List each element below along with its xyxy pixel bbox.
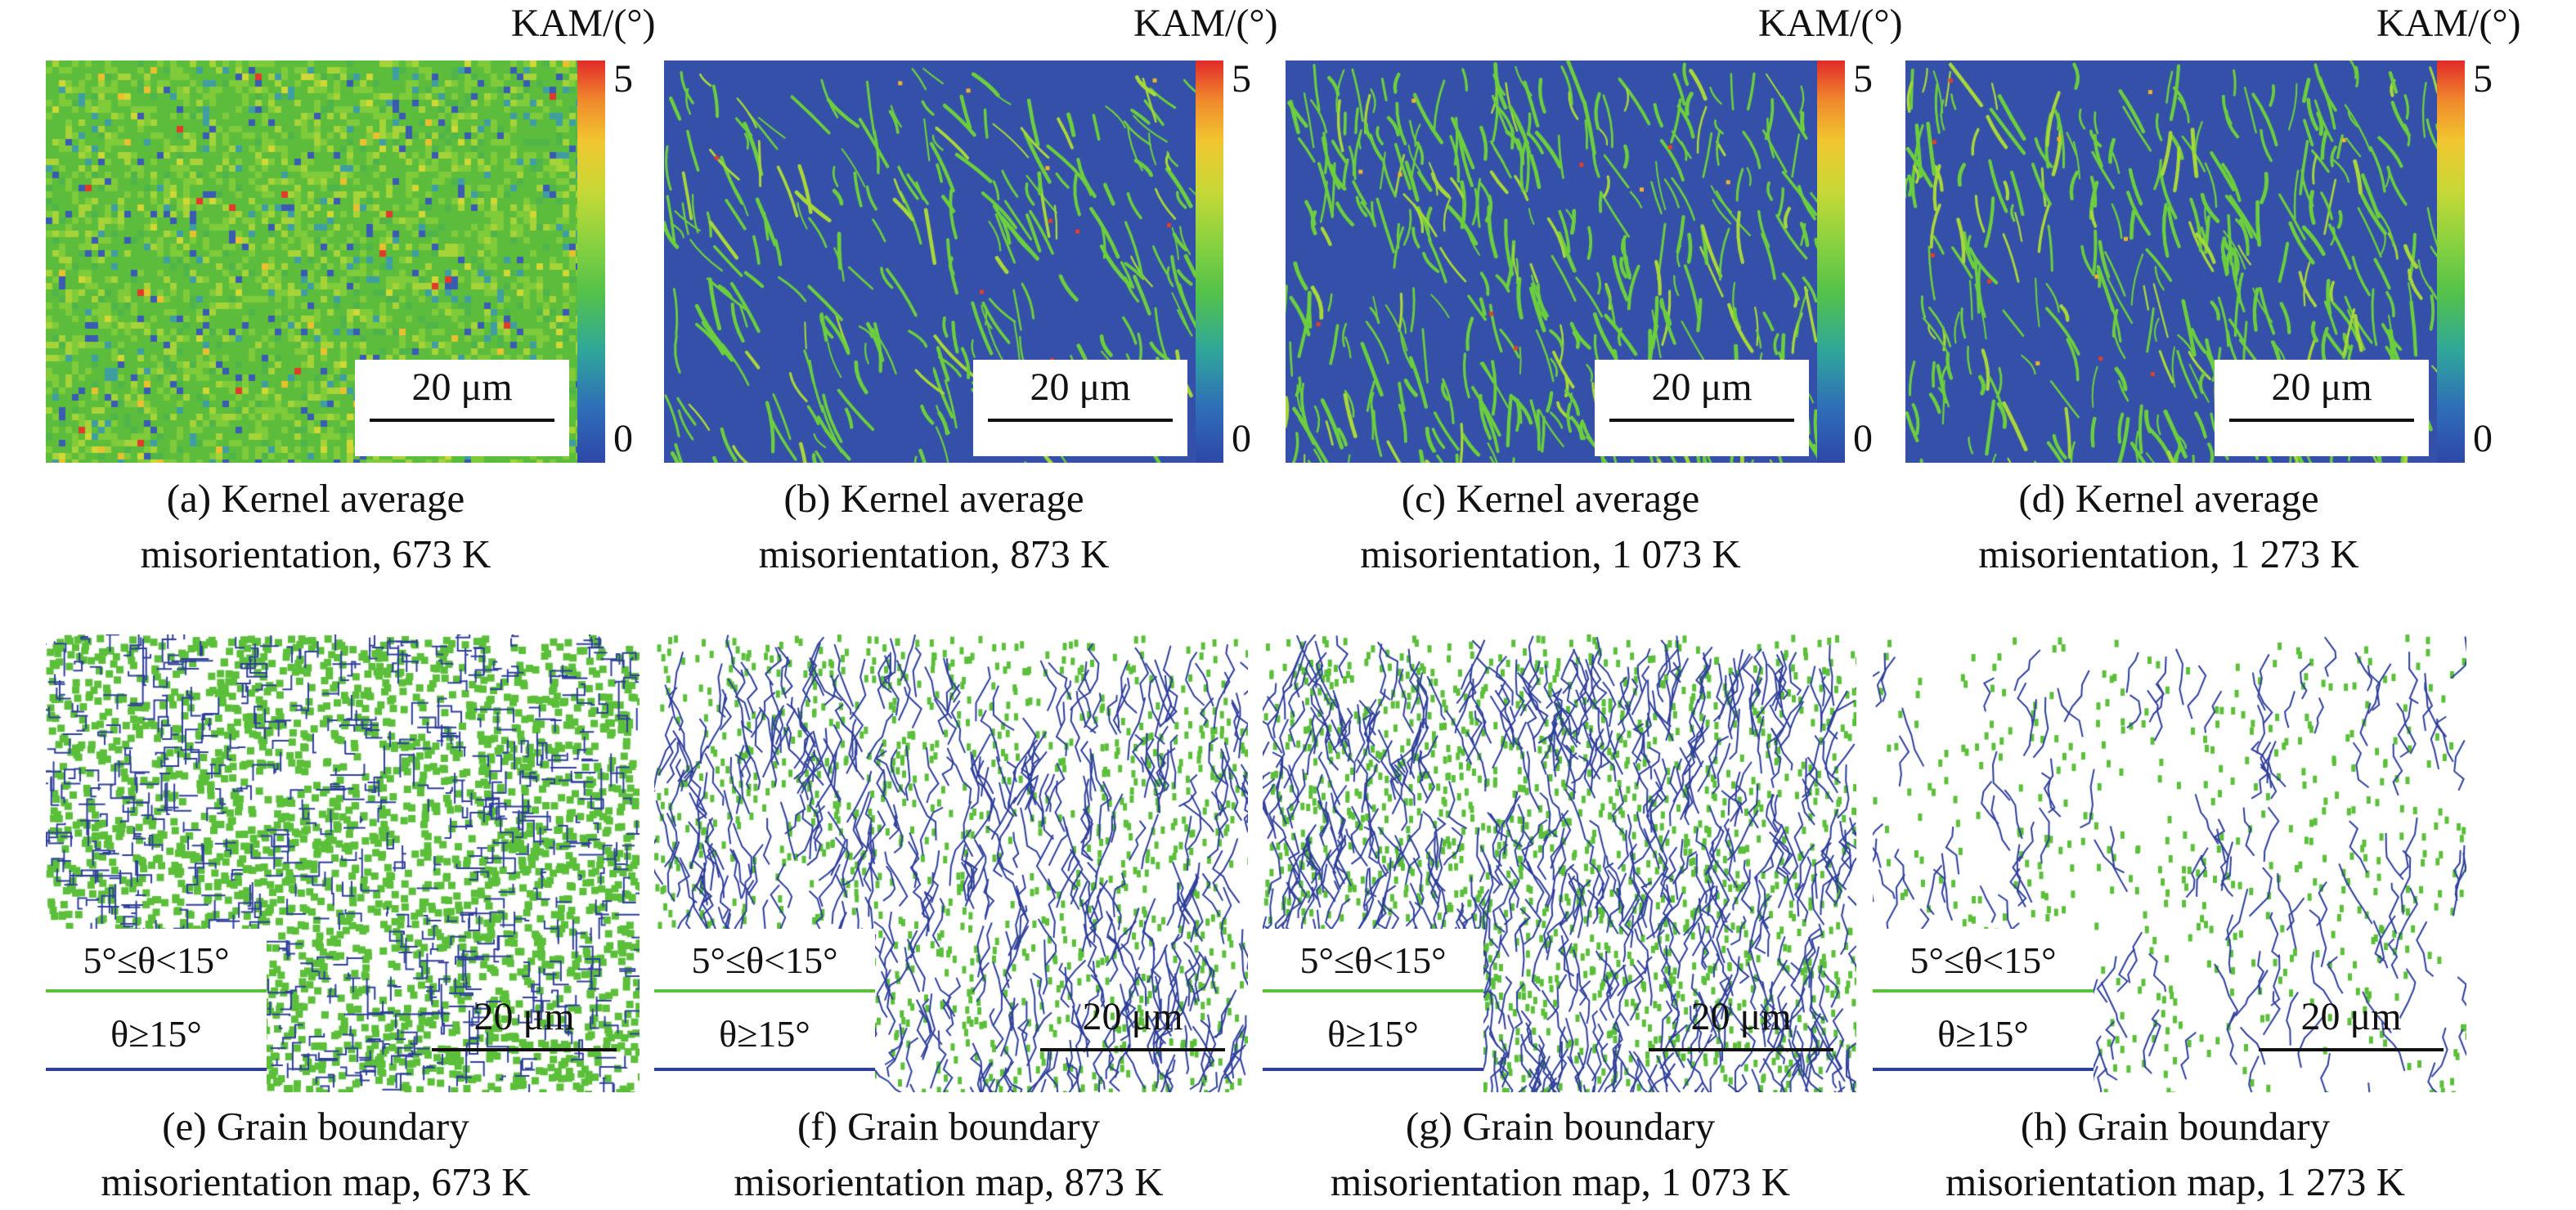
boundary-legend: 5°≤θ<15° θ≥15° [1873, 929, 2094, 1092]
scale-bar-label: 20 μm [1030, 365, 1131, 409]
scale-bar-line [988, 419, 1173, 422]
caption-e: (e) Grain boundary misorientation map, 6… [5, 1099, 626, 1210]
scale-bar-label: 20 μm [411, 365, 513, 409]
caption-line: (h) Grain boundary [2020, 1104, 2331, 1149]
colorbar-max: 5 [1232, 57, 1251, 101]
colorbar-title: KAM/(°) [1133, 2, 1278, 45]
colorbar-min: 0 [1232, 417, 1251, 460]
gb-map-h: 5°≤θ<15° θ≥15° 20 μm [1873, 634, 2466, 1092]
caption-line: (f) Grain boundary [797, 1104, 1101, 1149]
legend-low-angle-label: 5°≤θ<15° [691, 939, 838, 981]
caption-g: (g) Grain boundary misorientation map, 1… [1250, 1099, 1871, 1210]
scale-bar-label: 20 μm [1651, 365, 1752, 409]
legend-high-angle-line [654, 1068, 875, 1071]
legend-low-angle-label: 5°≤θ<15° [83, 939, 230, 981]
legend-high-angle-label: θ≥15° [719, 1013, 810, 1055]
legend-high-angle-line [1263, 1068, 1483, 1071]
scale-bar: 20 μm [1634, 989, 1848, 1086]
colorbar-min: 0 [613, 417, 633, 460]
scale-bar-line [2259, 1048, 2444, 1051]
legend-low-angle-line [46, 989, 267, 993]
colorbar-max: 5 [613, 57, 633, 101]
kam-map-d: 20 μm [1905, 60, 2437, 463]
legend-high-angle-label: θ≥15° [1327, 1013, 1419, 1055]
scale-bar-label: 20 μm [473, 995, 575, 1038]
caption-line: misorientation map, 873 K [734, 1159, 1164, 1204]
legend-low-angle-label: 5°≤θ<15° [1299, 939, 1447, 981]
scale-bar-line [1649, 1048, 1833, 1051]
scale-bar: 20 μm [2215, 360, 2429, 456]
caption-line: misorientation, 1 273 K [1978, 531, 2359, 576]
caption-c: (c) Kernel average misorientation, 1 073… [1240, 471, 1861, 582]
legend-low-angle-line [1873, 989, 2094, 993]
legend-high-angle-line [46, 1068, 267, 1071]
caption-line: (d) Kernel average [2018, 476, 2319, 521]
colorbar [2437, 60, 2465, 463]
scale-bar-label: 20 μm [2300, 995, 2402, 1038]
caption-line: (g) Grain boundary [1405, 1104, 1716, 1149]
caption-d: (d) Kernel average misorientation, 1 273… [1858, 471, 2480, 582]
boundary-legend: 5°≤θ<15° θ≥15° [46, 929, 267, 1092]
kam-map-a: 20 μm [46, 60, 577, 463]
scale-bar: 20 μm [355, 360, 569, 456]
caption-line: misorientation, 1 073 K [1360, 531, 1741, 576]
scale-bar-label: 20 μm [1082, 995, 1183, 1038]
caption-line: misorientation map, 1 273 K [1945, 1159, 2406, 1204]
scale-bar-line [432, 1048, 617, 1051]
legend-high-angle-line [1873, 1068, 2094, 1071]
colorbar [1817, 60, 1845, 463]
scale-bar: 20 μm [1595, 360, 1809, 456]
caption-f: (f) Grain boundary misorientation map, 8… [638, 1099, 1259, 1210]
colorbar-min: 0 [2473, 417, 2493, 460]
caption-line: (a) Kernel average [166, 476, 465, 521]
gb-map-f: 5°≤θ<15° θ≥15° 20 μm [654, 634, 1248, 1092]
legend-high-angle-label: θ≥15° [1937, 1013, 2029, 1055]
scale-bar-label: 20 μm [1690, 995, 1792, 1038]
colorbar [1196, 60, 1223, 463]
legend-low-angle-line [1263, 989, 1483, 993]
gb-map-g: 5°≤θ<15° θ≥15° 20 μm [1263, 634, 1856, 1092]
colorbar-max: 5 [2473, 57, 2493, 101]
colorbar-title: KAM/(°) [2376, 2, 2521, 45]
caption-h: (h) Grain boundary misorientation map, 1… [1865, 1099, 2486, 1210]
scale-bar-line [370, 419, 554, 422]
boundary-legend: 5°≤θ<15° θ≥15° [1263, 929, 1483, 1092]
caption-line: misorientation, 673 K [140, 531, 491, 576]
kam-map-b: 20 μm [664, 60, 1196, 463]
scale-bar: 20 μm [1025, 989, 1240, 1086]
caption-line: misorientation map, 1 073 K [1330, 1159, 1791, 1204]
legend-low-angle-line [654, 989, 875, 993]
caption-line: misorientation, 873 K [758, 531, 1110, 576]
scale-bar-line [2229, 419, 2414, 422]
scale-bar-line [1609, 419, 1794, 422]
legend-low-angle-label: 5°≤θ<15° [1910, 939, 2057, 981]
colorbar [577, 60, 605, 463]
caption-line: (e) Grain boundary [162, 1104, 469, 1149]
caption-line: (c) Kernel average [1401, 476, 1700, 521]
scale-bar-label: 20 μm [2271, 365, 2372, 409]
scale-bar: 20 μm [417, 989, 631, 1086]
colorbar-max: 5 [1853, 57, 1873, 101]
caption-line: (b) Kernel average [783, 476, 1084, 521]
scale-bar: 20 μm [2244, 989, 2458, 1086]
colorbar-title: KAM/(°) [511, 2, 656, 45]
boundary-legend: 5°≤θ<15° θ≥15° [654, 929, 875, 1092]
caption-a: (a) Kernel average misorientation, 673 K [5, 471, 626, 582]
colorbar-min: 0 [1853, 417, 1873, 460]
scale-bar-line [1040, 1048, 1225, 1051]
kam-map-c: 20 μm [1286, 60, 1817, 463]
legend-high-angle-label: θ≥15° [110, 1013, 202, 1055]
caption-line: misorientation map, 673 K [101, 1159, 531, 1204]
scale-bar: 20 μm [973, 360, 1187, 456]
gb-map-e: 5°≤θ<15° θ≥15° 20 μm [46, 634, 640, 1092]
caption-b: (b) Kernel average misorientation, 873 K [623, 471, 1245, 582]
colorbar-title: KAM/(°) [1758, 2, 1903, 45]
